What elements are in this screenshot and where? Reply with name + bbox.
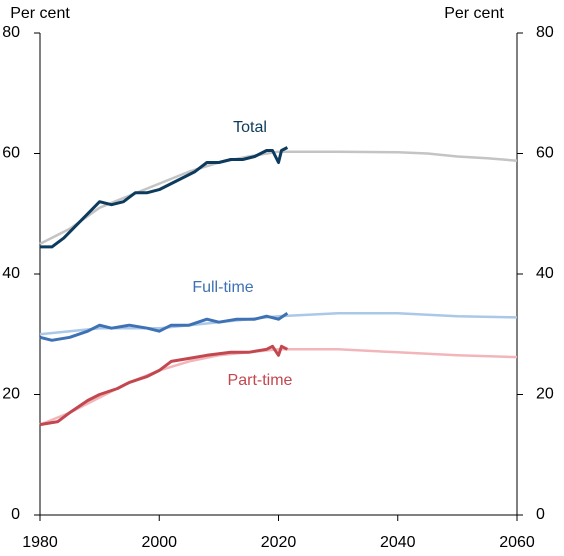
y-tick-label: 80	[2, 24, 20, 41]
y-axis-label: Per cent	[10, 5, 70, 22]
line	[39, 344, 289, 427]
series-label: Full-time	[192, 279, 253, 296]
y-tick-label: 40	[2, 265, 20, 282]
x-tick-label: 2040	[380, 534, 416, 551]
y2-tick-label: 60	[536, 145, 554, 162]
y2-axis-label: Per cent	[444, 5, 504, 22]
y2-tick-label: 20	[536, 386, 554, 403]
y-tick-label: 0	[11, 506, 20, 523]
line	[39, 150, 518, 246]
x-tick-label: 2000	[141, 534, 177, 551]
line	[39, 311, 518, 336]
series-label: Part-time	[228, 372, 293, 389]
y2-tick-label: 40	[536, 265, 554, 282]
x-tick-label: 2020	[261, 534, 297, 551]
y-tick-label: 20	[2, 386, 20, 403]
line	[39, 348, 518, 426]
line	[40, 146, 289, 249]
y2-tick-label: 0	[536, 506, 545, 523]
y-tick-label: 60	[2, 145, 20, 162]
x-tick-label: 2060	[499, 534, 535, 551]
line	[39, 311, 289, 342]
series-label: Total	[233, 119, 267, 136]
y2-tick-label: 80	[536, 24, 554, 41]
x-tick-label: 1980	[22, 534, 58, 551]
